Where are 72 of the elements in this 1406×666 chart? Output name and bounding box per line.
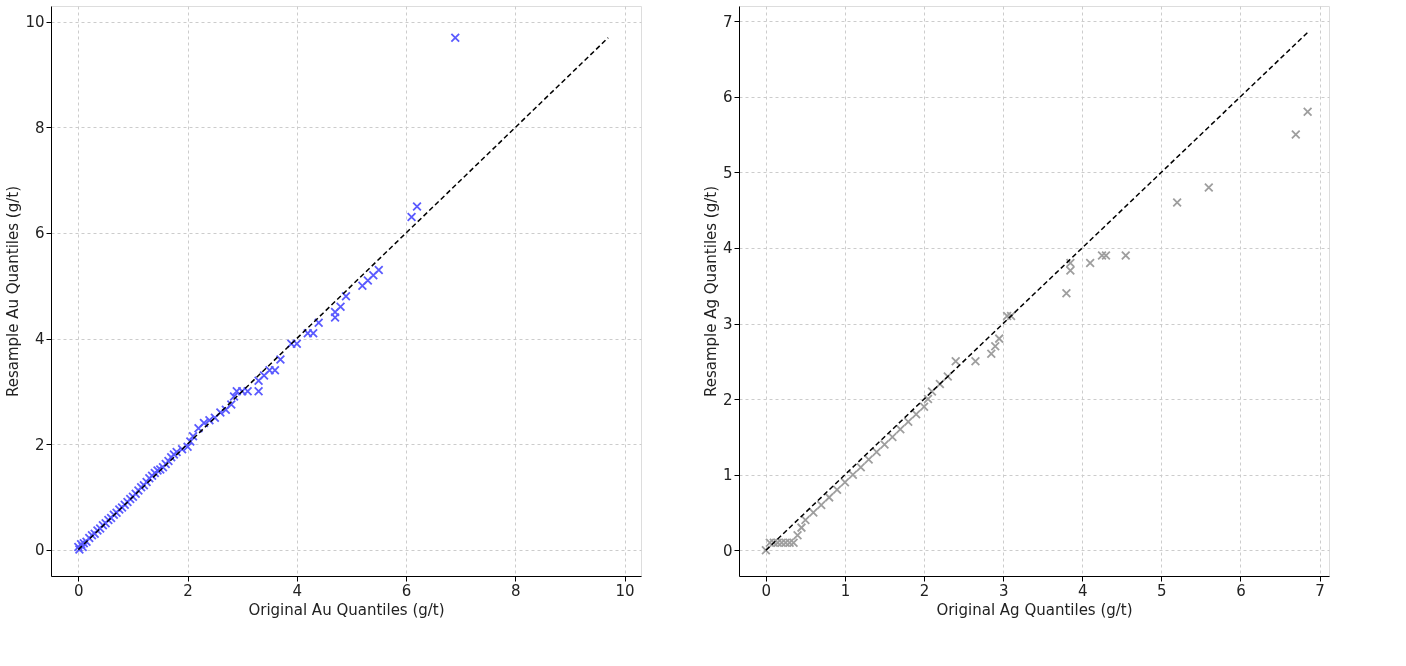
x-tick-label: 6 xyxy=(401,581,412,600)
point xyxy=(935,379,945,389)
point xyxy=(796,522,807,533)
x-axis-title: Original Au Quantiles (g/t) xyxy=(248,600,445,619)
point xyxy=(950,356,961,367)
point xyxy=(986,348,997,359)
x-axis-title: Original Ag Quantiles (g/t) xyxy=(936,600,1133,619)
point xyxy=(871,447,882,457)
point xyxy=(1172,197,1182,208)
point xyxy=(1065,258,1076,268)
point xyxy=(856,462,866,472)
x-tick-label: 0 xyxy=(761,581,772,600)
y-axis-title: Resample Ag Quantiles (g/t) xyxy=(701,185,720,398)
y-tick-label: 6 xyxy=(722,88,733,107)
point xyxy=(990,341,1001,351)
point xyxy=(808,507,819,518)
x-tick-label: 1 xyxy=(840,581,851,600)
point xyxy=(1097,250,1107,261)
point xyxy=(923,394,933,404)
point xyxy=(943,371,953,382)
x-tick-label: 7 xyxy=(1315,581,1325,600)
y-tick-label: 4 xyxy=(722,239,733,258)
y-tick-label: 0 xyxy=(34,541,45,560)
point xyxy=(863,454,874,465)
y-tick-label: 5 xyxy=(722,163,733,182)
point xyxy=(832,485,842,495)
point xyxy=(1065,265,1076,276)
point xyxy=(887,432,898,442)
point xyxy=(1002,311,1012,321)
point xyxy=(848,469,858,480)
x-tick-label: 8 xyxy=(511,581,521,600)
point xyxy=(800,515,811,525)
point xyxy=(1085,258,1095,268)
y-tick-label: 3 xyxy=(722,315,733,334)
y-tick-label: 10 xyxy=(25,13,45,32)
point xyxy=(911,409,921,419)
x-tick-label: 5 xyxy=(1157,581,1167,600)
point xyxy=(816,500,827,510)
point xyxy=(824,492,834,503)
x-tick-label: 3 xyxy=(998,581,1009,600)
point xyxy=(879,439,890,450)
point xyxy=(1204,182,1214,193)
x-tick-label: 10 xyxy=(615,581,635,600)
point xyxy=(895,424,906,435)
point xyxy=(761,545,771,556)
point xyxy=(919,401,929,412)
x-tick-label: 4 xyxy=(292,581,303,600)
point xyxy=(792,530,803,540)
y-axis-title: Resample Au Quantiles (g/t) xyxy=(4,185,23,398)
point xyxy=(840,477,850,488)
y-tick-label: 4 xyxy=(34,330,45,348)
y-tick-label: 1 xyxy=(722,466,733,485)
point xyxy=(1101,250,1111,261)
x-tick-label: 2 xyxy=(919,581,930,600)
point xyxy=(1302,107,1313,117)
point xyxy=(903,417,914,427)
y-tick-label: 2 xyxy=(722,390,733,409)
x-tick-label: 4 xyxy=(1077,581,1088,600)
x-tick-label: 2 xyxy=(183,581,193,600)
point xyxy=(1120,250,1131,261)
point xyxy=(970,356,981,367)
y-tick-label: 8 xyxy=(34,118,45,137)
point xyxy=(1291,129,1301,140)
y-tick-label: 7 xyxy=(722,12,733,31)
point xyxy=(1061,288,1072,299)
point xyxy=(994,333,1004,344)
x-tick-label: 6 xyxy=(1236,581,1246,600)
y-tick-label: 2 xyxy=(34,435,45,454)
x-tick-label: 0 xyxy=(74,581,84,600)
y-tick-label: 6 xyxy=(34,224,45,243)
y-tick-label: 0 xyxy=(722,541,733,560)
point xyxy=(1006,311,1016,321)
